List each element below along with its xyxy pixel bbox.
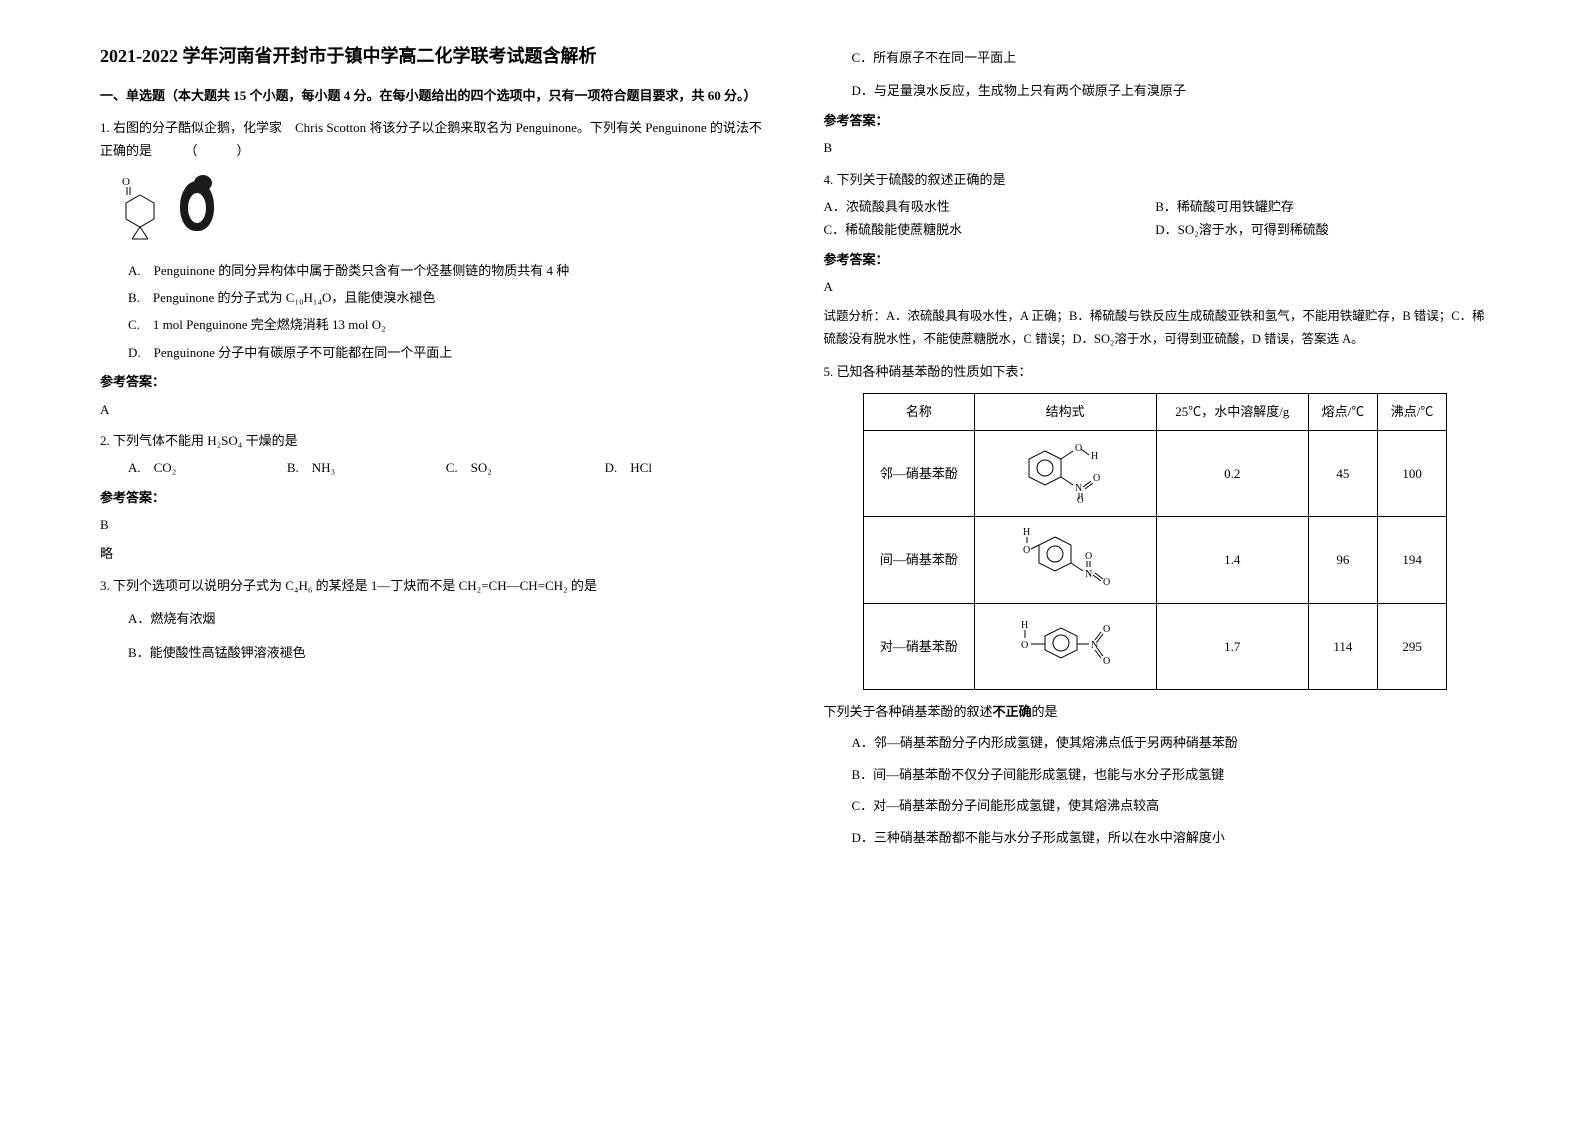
svg-text:H: H — [1021, 620, 1028, 631]
q3-answer: B — [824, 136, 1488, 159]
q5-option-d: D．三种硝基苯酚都不能与水分子形成氢键，所以在水中溶解度小 — [824, 826, 1488, 849]
table-header-row: 名称 结构式 25℃，水中溶解度/g 熔点/℃ 沸点/℃ — [864, 394, 1447, 430]
cell-structure: O H N O O — [974, 430, 1156, 516]
cell-mp: 45 — [1308, 430, 1377, 516]
q1-option-d: D. Penguinone 分子中有碳原子不可能都在同一个平面上 — [100, 341, 764, 364]
cell-name: 邻—硝基苯酚 — [864, 430, 974, 516]
q4-options-row2: C．稀硫酸能使蔗糖脱水 D．SO₂溶于水，可得到稀硫酸 — [824, 218, 1488, 241]
cell-bp: 100 — [1377, 430, 1446, 516]
q4-option-a: A．浓硫酸具有吸水性 — [824, 195, 1156, 218]
svg-text:O: O — [1103, 577, 1110, 588]
q2-option-a: A. CO₂ — [128, 456, 287, 479]
q1-option-b: B. Penguinone 的分子式为 C₁₀H₁₄O，且能使溴水褪色 — [100, 286, 764, 309]
q2-option-c: C. SO₂ — [446, 456, 605, 479]
section-header: 一、单选题（本大题共 15 个小题，每小题 4 分。在每小题给出的四个选项中，只… — [100, 84, 764, 107]
penguin-icon — [176, 173, 216, 233]
svg-text:N: N — [1075, 483, 1082, 494]
table-row: 邻—硝基苯酚 O H N O O 0.2 45 100 — [864, 430, 1447, 516]
svg-text:O: O — [1103, 656, 1110, 667]
svg-text:O: O — [1021, 640, 1028, 651]
svg-text:H: H — [1091, 451, 1098, 462]
right-column: C．所有原子不在同一平面上 D．与足量溴水反应，生成物上只有两个碳原子上有溴原子… — [824, 40, 1488, 1082]
q1-option-a: A. Penguinone 的同分异构体中属于酚类只含有一个烃基侧链的物质共有 … — [100, 259, 764, 282]
q5-option-a: A．邻—硝基苯酚分子内形成氢键，使其熔沸点低于另两种硝基苯酚 — [824, 731, 1488, 754]
q2-answer-label: 参考答案： — [100, 486, 764, 509]
q2-answer: B — [100, 513, 764, 536]
meta-nitrophenol-structure-icon: H O N O O — [995, 523, 1135, 589]
svg-text:H: H — [1023, 527, 1030, 538]
q4-options-row1: A．浓硫酸具有吸水性 B．稀硫酸可用铁罐贮存 — [824, 195, 1488, 218]
ortho-nitrophenol-structure-icon: O H N O O — [995, 437, 1135, 503]
q1-answer-label: 参考答案： — [100, 370, 764, 393]
q4-option-c: C．稀硫酸能使蔗糖脱水 — [824, 218, 1156, 241]
svg-text:O: O — [1075, 443, 1082, 454]
th-solubility: 25℃，水中溶解度/g — [1156, 394, 1308, 430]
th-name: 名称 — [864, 394, 974, 430]
nitrophenol-table: 名称 结构式 25℃，水中溶解度/g 熔点/℃ 沸点/℃ 邻—硝基苯酚 O H … — [863, 393, 1447, 690]
svg-text:O: O — [1085, 551, 1092, 562]
q5-post-stem-prefix: 下列关于各种硝基苯酚的叙述 — [824, 704, 993, 719]
svg-text:O: O — [1093, 473, 1100, 484]
svg-text:N: N — [1085, 569, 1092, 580]
q4-stem: 4. 下列关于硫酸的叙述正确的是 — [824, 168, 1488, 191]
cell-name: 对—硝基苯酚 — [864, 603, 974, 689]
hexagon-structure-icon: O — [116, 173, 164, 249]
cell-mp: 114 — [1308, 603, 1377, 689]
q1-figure: O — [112, 169, 764, 249]
th-mp: 熔点/℃ — [1308, 394, 1377, 430]
cell-name: 间—硝基苯酚 — [864, 517, 974, 603]
cell-structure: H O N O O — [974, 517, 1156, 603]
q5-option-b: B．间—硝基苯酚不仅分子间能形成氢键，也能与水分子形成氢键 — [824, 763, 1488, 786]
cell-mp: 96 — [1308, 517, 1377, 603]
page-title: 2021-2022 学年河南省开封市于镇中学高二化学联考试题含解析 — [100, 40, 764, 72]
q4-answer-label: 参考答案： — [824, 248, 1488, 271]
q5-option-c: C．对—硝基苯酚分子间能形成氢键，使其熔沸点较高 — [824, 794, 1488, 817]
th-bp: 沸点/℃ — [1377, 394, 1446, 430]
table-row: 对—硝基苯酚 H O N O O 1.7 114 — [864, 603, 1447, 689]
q2-options: A. CO₂ B. NH₃ C. SO₂ D. HCl — [100, 456, 764, 479]
q2-note: 略 — [100, 542, 764, 565]
q3-stem: 3. 下列个选项可以说明分子式为 C₄H₆ 的某烃是 1—丁炔而不是 CH₂=C… — [100, 574, 764, 597]
para-nitrophenol-structure-icon: H O N O O — [995, 610, 1135, 676]
q5-post-stem: 下列关于各种硝基苯酚的叙述不正确的是 — [824, 700, 1488, 723]
table-row: 间—硝基苯酚 H O N O O 1.4 96 — [864, 517, 1447, 603]
q4-answer: A — [824, 275, 1488, 298]
q5-stem: 5. 已知各种硝基苯酚的性质如下表： — [824, 360, 1488, 383]
th-structure: 结构式 — [974, 394, 1156, 430]
q4-option-d: D．SO₂溶于水，可得到稀硫酸 — [1155, 218, 1487, 241]
left-column: 2021-2022 学年河南省开封市于镇中学高二化学联考试题含解析 一、单选题（… — [100, 40, 764, 1082]
q2-option-b: B. NH₃ — [287, 456, 446, 479]
svg-text:O: O — [122, 176, 130, 188]
svg-text:O: O — [1077, 495, 1084, 503]
q3-option-c: C．所有原子不在同一平面上 — [824, 46, 1488, 69]
cell-solubility: 1.4 — [1156, 517, 1308, 603]
q3-option-d: D．与足量溴水反应，生成物上只有两个碳原子上有溴原子 — [824, 79, 1488, 102]
cell-solubility: 0.2 — [1156, 430, 1308, 516]
cell-bp: 295 — [1377, 603, 1446, 689]
q2-stem: 2. 下列气体不能用 H₂SO₄ 干燥的是 — [100, 429, 764, 452]
q4-analysis: 试题分析：A．浓硫酸具有吸水性，A 正确；B．稀硫酸与铁反应生成硫酸亚铁和氢气，… — [824, 305, 1488, 353]
cell-structure: H O N O O — [974, 603, 1156, 689]
q2-option-d: D. HCl — [605, 456, 764, 479]
cell-solubility: 1.7 — [1156, 603, 1308, 689]
svg-text:O: O — [1103, 624, 1110, 635]
q1-stem: 1. 右图的分子酷似企鹅，化学家 Chris Scotton 将该分子以企鹅来取… — [100, 116, 764, 163]
q3-option-a: A．燃烧有浓烟 — [100, 607, 764, 630]
cell-bp: 194 — [1377, 517, 1446, 603]
q1-answer: A — [100, 398, 764, 421]
q3-option-b: B．能使酸性高锰酸钾溶液褪色 — [100, 641, 764, 664]
q4-option-b: B．稀硫酸可用铁罐贮存 — [1155, 195, 1487, 218]
q3-answer-label: 参考答案： — [824, 109, 1488, 132]
svg-text:O: O — [1023, 545, 1030, 556]
q1-option-c: C. 1 mol Penguinone 完全燃烧消耗 13 mol O₂ — [100, 313, 764, 336]
q5-post-stem-suffix: 的是 — [1032, 704, 1058, 719]
q5-emphasis: 不正确 — [993, 704, 1032, 719]
